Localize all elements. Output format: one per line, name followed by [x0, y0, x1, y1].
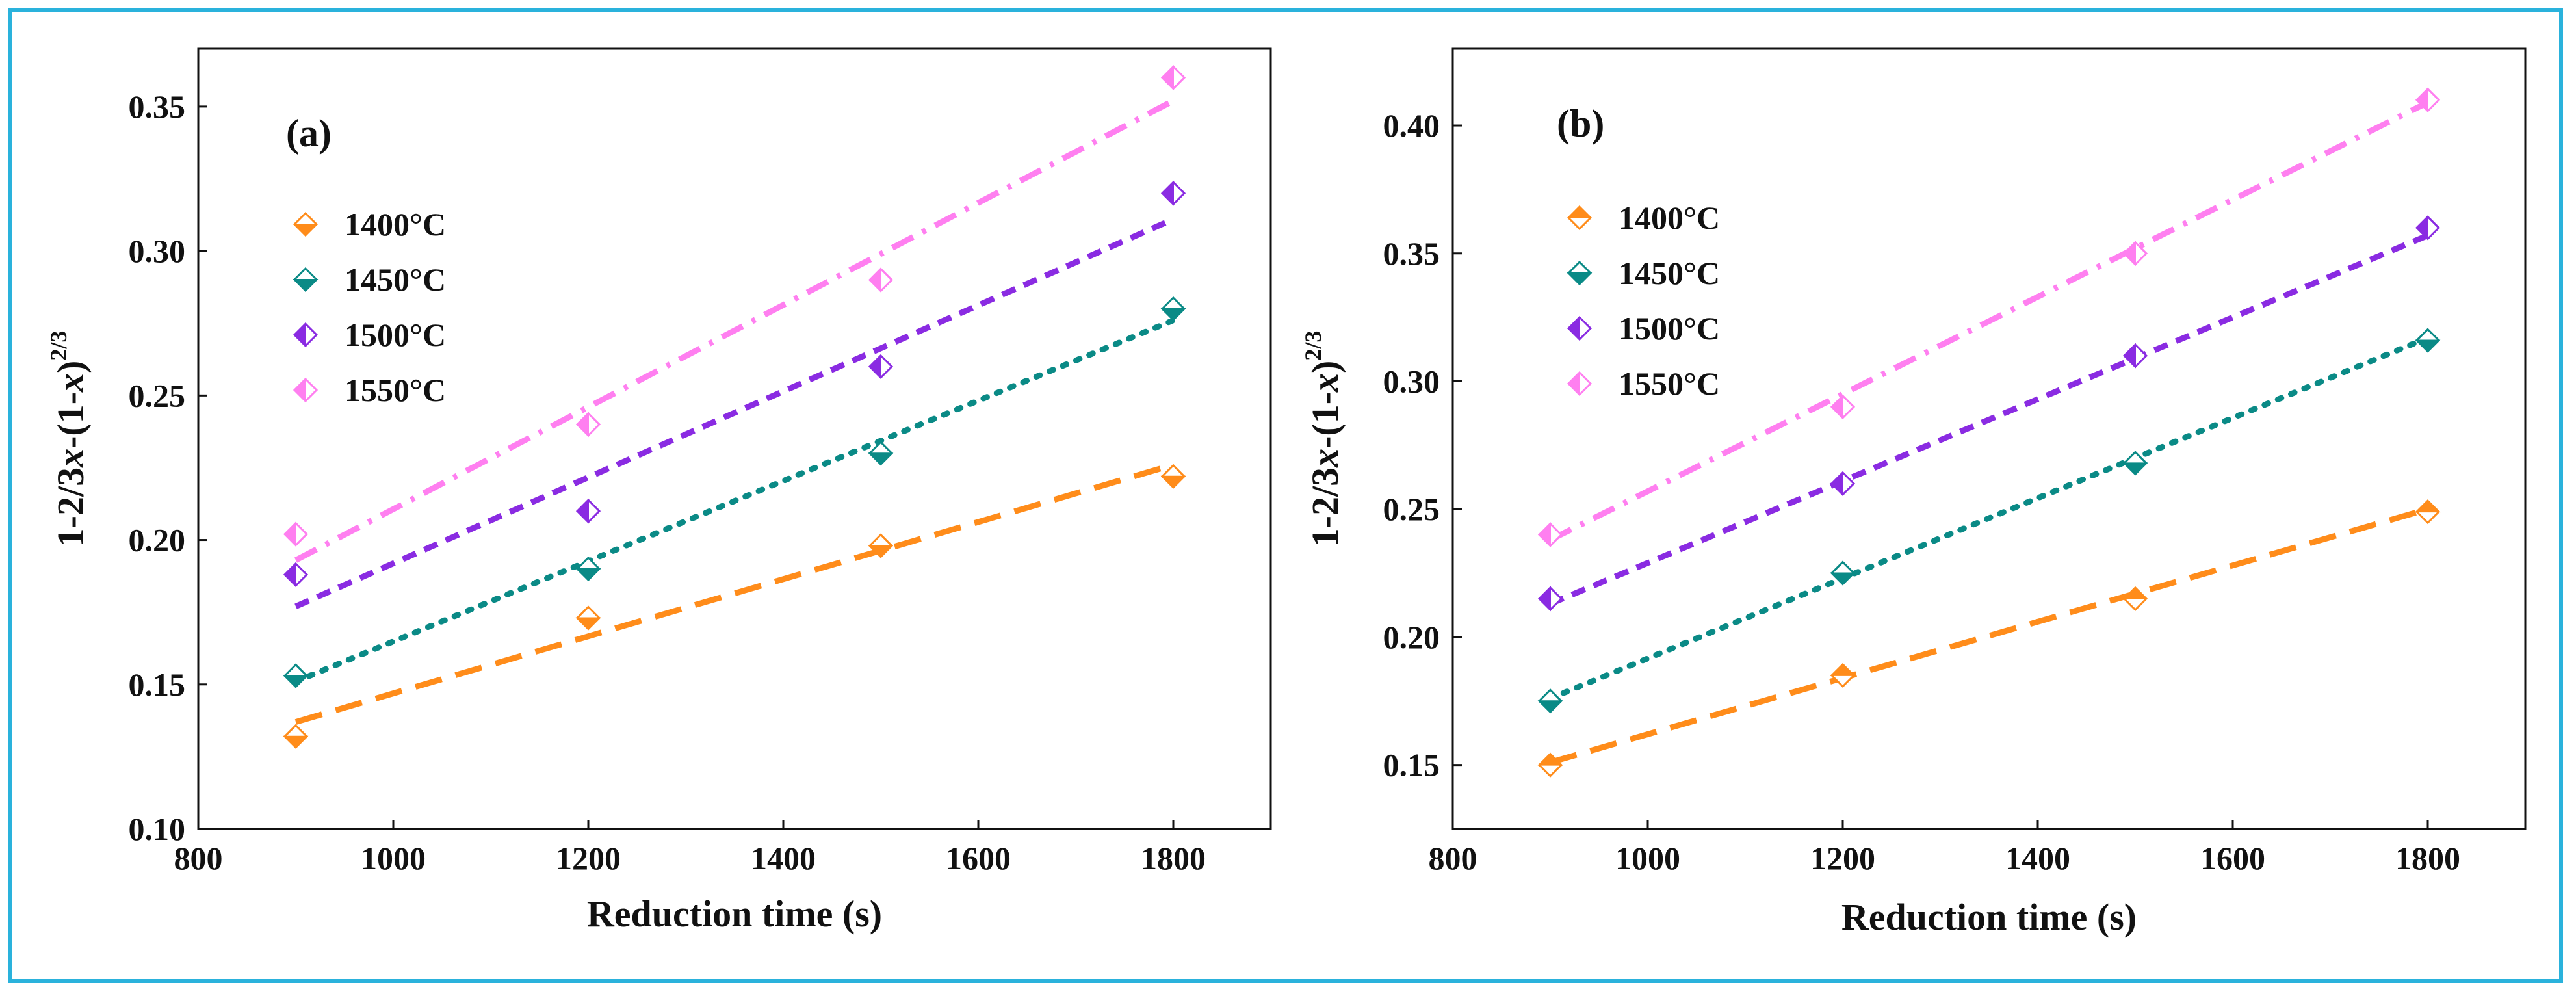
fit-line-1450 [293, 317, 1177, 685]
legend-label-1400: 1400°C [345, 206, 446, 242]
fit-line-1450 [1547, 335, 2431, 701]
data-point-1450 [575, 556, 601, 582]
y-tick-label: 0.30 [129, 233, 186, 269]
fit-line-1550 [1548, 99, 2430, 543]
data-point-1550 [2415, 87, 2441, 113]
data-point-1450 [2122, 451, 2148, 476]
legend-label-1500: 1500°C [345, 317, 446, 353]
data-point-1450 [1537, 688, 1563, 714]
x-tick-label: 1200 [556, 840, 621, 876]
x-tick-label: 1400 [2005, 840, 2070, 876]
y-axis-title: 1-2/3x-(1-x)2/3 [46, 331, 92, 547]
y-tick-label: 0.40 [1383, 107, 1440, 144]
legend-label-1550: 1550°C [345, 372, 446, 408]
y-tick-label: 0.25 [129, 377, 186, 413]
legend-label-1500: 1500°C [1619, 310, 1720, 347]
y-tick-label: 0.15 [129, 666, 186, 703]
legend-marker-1550 [1567, 371, 1593, 397]
data-point-1550 [575, 412, 601, 438]
legend-marker-1550 [293, 377, 319, 403]
legend-marker-1500 [1567, 315, 1593, 341]
data-point-1400 [1537, 752, 1563, 778]
plot-area-frame [1451, 47, 2527, 830]
data-point-1550 [2122, 241, 2148, 267]
y-axis-title: 1-2/3x-(1-x)2/3 [1300, 331, 1346, 547]
y-tick-label: 0.20 [129, 522, 186, 558]
panel-label: (b) [1557, 102, 1604, 145]
data-point-1400 [1830, 662, 1856, 688]
legend-label-1400: 1400°C [1619, 200, 1720, 236]
x-axis-title: Reduction time (s) [1841, 896, 2137, 938]
data-point-1500 [868, 354, 894, 380]
fit-line-1400 [294, 462, 1175, 725]
legend-marker-1400 [293, 211, 319, 237]
data-point-1450 [2415, 328, 2441, 353]
x-tick-label: 1600 [946, 840, 1011, 876]
data-point-1500 [575, 498, 601, 524]
data-point-1500 [1830, 471, 1856, 497]
x-tick-label: 1200 [1810, 840, 1875, 876]
x-tick-label: 1800 [2395, 840, 2460, 876]
data-point-1550 [1160, 65, 1186, 90]
x-tick-label: 800 [174, 840, 223, 876]
x-axis-title: Reduction time (s) [587, 893, 882, 935]
y-tick-label: 0.10 [129, 811, 186, 847]
x-tick-label: 1400 [751, 840, 816, 876]
data-point-1550 [283, 521, 309, 547]
data-point-1500 [2122, 343, 2148, 369]
plot-area-frame [197, 47, 1272, 830]
data-point-1500 [1537, 586, 1563, 612]
x-tick-label: 1000 [361, 840, 426, 876]
x-tick-label: 1000 [1615, 840, 1680, 876]
data-point-1550 [1830, 394, 1856, 420]
legend-marker-1400 [1567, 205, 1593, 231]
data-point-1450 [1830, 560, 1856, 586]
figure-frame [8, 8, 2563, 983]
data-point-1500 [2415, 215, 2441, 241]
legend-label-1550: 1550°C [1619, 365, 1720, 402]
data-point-1450 [283, 663, 309, 688]
data-point-1400 [868, 533, 894, 558]
data-point-1550 [868, 267, 894, 293]
y-tick-label: 0.25 [1383, 491, 1440, 527]
y-tick-label: 0.20 [1383, 619, 1440, 655]
fit-line-1500 [294, 216, 1175, 609]
panel-a: 800 1000 1200 1400 1600 1800 0.10 0.15 0.20 0.25 0… [46, 47, 1272, 935]
data-point-1400 [2122, 586, 2148, 612]
fit-line-1550 [294, 98, 1175, 563]
y-tick-label: 0.35 [1383, 235, 1440, 272]
data-point-1500 [283, 562, 309, 588]
data-point-1450 [1160, 296, 1186, 322]
data-point-1500 [1160, 180, 1186, 206]
panel-b: 800 1000 1200 1400 1600 1800 0.15 0.20 0.25 0.30 0… [1300, 47, 2527, 938]
x-tick-label: 1800 [1141, 840, 1206, 876]
data-point-1550 [1537, 522, 1563, 547]
legend-label-1450: 1450°C [1619, 255, 1720, 291]
data-point-1400 [283, 724, 309, 749]
data-point-1400 [2415, 499, 2441, 525]
data-point-1450 [868, 441, 894, 466]
x-tick-label: 1600 [2200, 840, 2265, 876]
legend-marker-1500 [293, 322, 319, 348]
data-point-1400 [1160, 464, 1186, 489]
legend-label-1450: 1450°C [345, 261, 446, 298]
legend-marker-1450 [1567, 260, 1593, 286]
y-tick-label: 0.30 [1383, 363, 1440, 399]
fit-line-1500 [1549, 233, 2429, 607]
fit-line-1400 [1549, 506, 2429, 766]
panel-label: (a) [286, 112, 332, 155]
y-tick-label: 0.35 [129, 88, 186, 125]
legend-marker-1450 [293, 267, 319, 293]
data-point-1400 [575, 605, 601, 631]
y-tick-label: 0.15 [1383, 747, 1440, 783]
x-tick-label: 800 [1429, 840, 1477, 876]
